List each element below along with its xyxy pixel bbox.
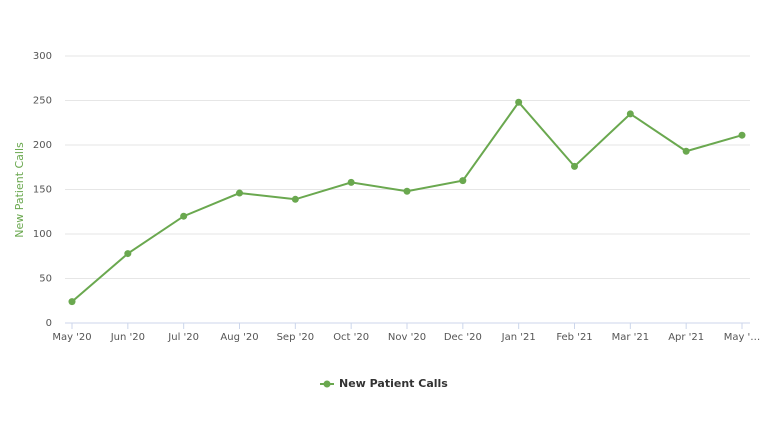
point [626, 110, 634, 118]
y-tick-label: 300 [33, 51, 52, 62]
legend-item[interactable]: New Patient Calls [320, 377, 448, 390]
point [347, 178, 355, 186]
line [71, 100, 743, 303]
x-tick-label: May '20 [52, 332, 91, 343]
point [180, 212, 188, 220]
x-tick-label: Nov '20 [388, 332, 426, 343]
point [571, 162, 578, 170]
y-axis-title: New Patient Calls [13, 142, 26, 238]
y-tick-label: 0 [46, 318, 52, 329]
point [291, 195, 299, 203]
point [124, 250, 132, 258]
y-tick-label: 100 [33, 229, 52, 240]
point [236, 189, 243, 197]
y-tick-label: 200 [33, 140, 52, 151]
x-tick-label: Aug '20 [220, 332, 258, 343]
x-tick-label: Dec '20 [444, 332, 482, 343]
x-tick-label: May '… [724, 332, 761, 343]
legend-label: New Patient Calls [339, 377, 448, 390]
x-tick-label: Jun '20 [110, 332, 145, 343]
y-tick-label: 150 [33, 185, 52, 196]
legend-marker [323, 380, 331, 388]
y-tick-label: 50 [39, 274, 52, 285]
point [68, 298, 76, 306]
point [403, 187, 411, 195]
point [738, 131, 746, 139]
x-tick-label: Feb '21 [556, 332, 592, 343]
x-tick-label: Jul '20 [167, 332, 199, 343]
y-tick-label: 250 [33, 96, 52, 107]
point [459, 177, 467, 185]
x-tick-label: Sep '20 [277, 332, 315, 343]
x-tick-label: Mar '21 [612, 332, 650, 343]
point [682, 147, 690, 155]
x-tick-label: Oct '20 [333, 332, 369, 343]
x-tick-label: Jan '21 [501, 332, 536, 343]
x-tick-label: Apr '21 [668, 332, 704, 343]
point [515, 98, 523, 106]
